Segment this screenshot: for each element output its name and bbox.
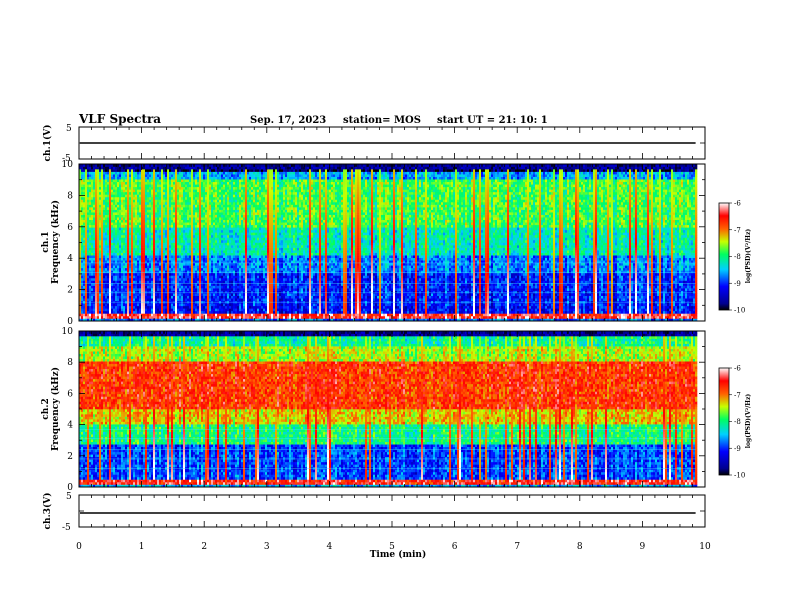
ch2-colorbar: -6 -7 -8 -9 -10 log(PSD)(V²/Hz)	[719, 365, 752, 480]
ch1-colorbar: -6 -7 -8 -9 -10 log(PSD)(V²/Hz)	[719, 200, 752, 315]
colorbar-tick-label: -9	[734, 280, 741, 288]
y-tick-label: 0	[67, 317, 73, 327]
y-tick-label: 4	[67, 254, 73, 264]
y-tick-label: 6	[67, 223, 73, 233]
colorbar-tick-label: -10	[734, 307, 745, 315]
ch1-ytick-top: 5	[66, 124, 72, 134]
x-tick-label: 6	[452, 542, 458, 552]
station-label: station= MOS	[343, 115, 421, 126]
y-tick-label: 8	[67, 191, 73, 201]
ch3-ytick-bottom: -5	[62, 523, 71, 533]
x-tick-label: 0	[76, 542, 82, 552]
ch2-spectrogram-ylabel: Frequency (kHz)	[50, 367, 61, 451]
ch2-colorbar-label: log(PSD)(V²/Hz)	[745, 394, 752, 449]
ch1-spectrogram-panel: 0 2 4 6 8 10 ch.1 Frequency (kHz)	[41, 160, 705, 327]
colorbar-tick-label: -7	[734, 226, 741, 234]
y-tick-label: 10	[62, 327, 74, 337]
colorbar-tick-label: -9	[734, 445, 741, 453]
colorbar-tick-label: -6	[734, 365, 741, 373]
ch2-spectrogram-image	[79, 331, 697, 487]
ch1-spectrogram-ylabel: Frequency (kHz)	[50, 200, 61, 284]
ch1-spectrogram-channel-label: ch.1	[41, 231, 51, 252]
colorbar-tick-label: -8	[734, 253, 741, 261]
ch1-waveform-panel: 5 -5 ch.1(V)	[42, 124, 705, 164]
x-axis-label: Time (min)	[370, 549, 427, 560]
x-tick-label: 4	[327, 542, 333, 552]
date-label: Sep. 17, 2023	[250, 115, 326, 126]
y-tick-label: 6	[67, 389, 73, 399]
y-tick-label: 10	[62, 160, 74, 170]
ch1-waveform-ylabel: ch.1(V)	[42, 125, 53, 162]
ch1-spectrogram-image	[79, 164, 697, 321]
x-tick-label: 9	[640, 542, 646, 552]
ch1-colorbar-label: log(PSD)(V²/Hz)	[745, 229, 752, 284]
colorbar-tick-label: -7	[734, 391, 741, 399]
x-tick-label: 8	[577, 542, 583, 552]
colorbar-tick-label: -10	[734, 472, 745, 480]
colorbar-tick-label: -8	[734, 418, 741, 426]
x-tick-label: 1	[139, 542, 145, 552]
y-tick-label: 2	[67, 286, 73, 296]
y-tick-label: 2	[67, 452, 73, 462]
figure-title: VLF Spectra	[78, 112, 161, 126]
x-tick-label: 7	[514, 542, 520, 552]
y-tick-label: 4	[67, 421, 73, 431]
colorbar-tick-label: -6	[734, 200, 741, 208]
ch2-spectrogram-channel-label: ch.2	[41, 398, 51, 419]
start-time-label: start UT = 21: 10: 1	[437, 115, 548, 126]
ch3-waveform-panel: 5 -5 ch.3(V)	[42, 492, 705, 533]
x-tick-label: 2	[201, 542, 207, 552]
x-tick-label: 3	[264, 542, 270, 552]
ch3-waveform-ylabel: ch.3(V)	[42, 493, 53, 530]
x-tick-label: 10	[699, 542, 711, 552]
y-tick-label: 8	[67, 358, 73, 368]
ch3-ytick-top: 5	[66, 492, 72, 502]
